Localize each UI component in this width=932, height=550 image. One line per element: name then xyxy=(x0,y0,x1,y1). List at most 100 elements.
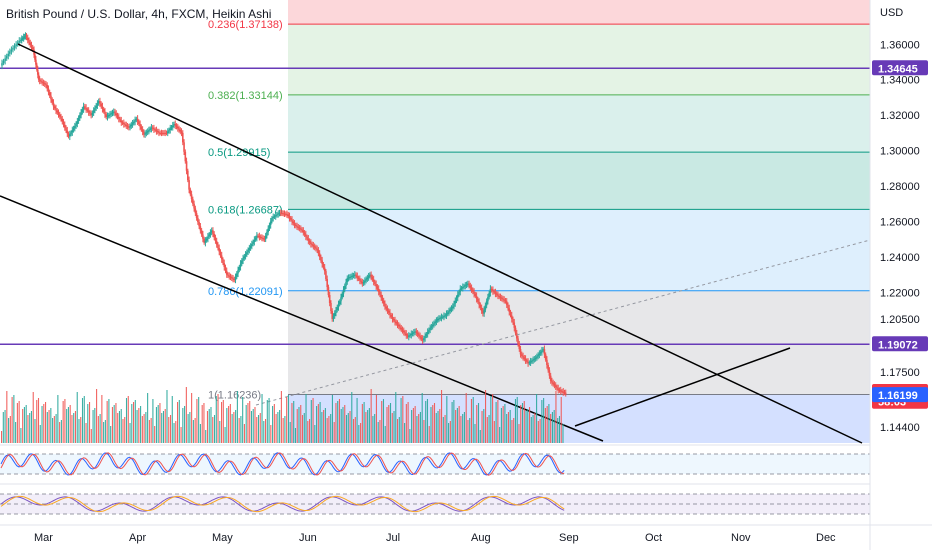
price-candle-body xyxy=(79,115,81,119)
price-candle-body xyxy=(279,212,282,214)
price-candle-body xyxy=(542,349,544,351)
volume-bar xyxy=(330,414,332,443)
volume-bar xyxy=(337,401,339,443)
volume-bar xyxy=(206,411,209,443)
price-candle-body xyxy=(549,375,552,381)
volume-bar xyxy=(432,405,434,443)
price-candle-body xyxy=(465,284,468,286)
volume-bar xyxy=(87,404,89,443)
price-candle-body xyxy=(419,335,421,338)
price-candle-body xyxy=(82,106,85,110)
price-candle-body xyxy=(528,362,531,364)
price-candle-body xyxy=(369,274,371,277)
volume-bar xyxy=(213,415,216,443)
price-candle-body xyxy=(477,298,479,302)
price-candle-body xyxy=(169,128,172,130)
price-candle-body xyxy=(53,106,56,109)
volume-bar xyxy=(182,408,184,443)
volume-bar xyxy=(382,399,385,443)
price-candle-body xyxy=(225,270,228,275)
price-candle-body xyxy=(24,35,27,37)
price-candle-body xyxy=(431,324,434,327)
price-candle-body xyxy=(95,105,97,109)
price-candle-body xyxy=(2,60,5,64)
price-candle-body xyxy=(467,283,469,285)
trendline-projection xyxy=(574,347,791,427)
volume-bar xyxy=(263,421,265,443)
price-candle-body xyxy=(92,110,95,113)
price-candle-body xyxy=(445,313,448,316)
price-candle-body xyxy=(76,121,79,125)
price-candle-body xyxy=(451,306,454,309)
volume-bar xyxy=(497,400,499,443)
volume-bar xyxy=(358,425,360,443)
price-candle-body xyxy=(138,121,140,125)
volume-bar xyxy=(441,390,443,443)
price-candle-body xyxy=(124,124,126,126)
price-candle-body xyxy=(46,85,48,89)
price-candle-body xyxy=(371,277,374,280)
price-candle-body xyxy=(374,281,376,285)
price-candle-body xyxy=(518,343,521,350)
price-candle-body xyxy=(559,390,562,392)
price-candle-body xyxy=(424,336,426,339)
price-candle-body xyxy=(409,334,411,336)
volume-bar xyxy=(155,407,157,443)
time-axis-tick: Jun xyxy=(299,532,317,544)
volume-bar xyxy=(254,407,256,443)
volume-bar xyxy=(113,405,115,443)
volume-bar xyxy=(365,412,367,443)
price-candle-body xyxy=(176,126,179,129)
volume-bar xyxy=(421,393,423,443)
price-candle-body xyxy=(533,358,536,360)
volume-bar xyxy=(536,394,538,443)
volume-bar xyxy=(261,394,263,443)
price-candle-body xyxy=(283,213,286,215)
price-candle-body xyxy=(286,214,288,216)
price-candle-body xyxy=(248,248,251,251)
price-candle-body xyxy=(197,217,199,223)
trendline-dashed xyxy=(255,239,871,406)
price-candle-body xyxy=(429,327,431,330)
volume-bar xyxy=(222,400,224,443)
volume-bar xyxy=(235,410,237,443)
price-candle-body xyxy=(495,293,498,295)
price-candle-body xyxy=(446,312,449,314)
price-candle-body xyxy=(483,309,485,314)
price-candle-body xyxy=(399,326,401,328)
volume-bar xyxy=(80,417,82,443)
price-candle-body xyxy=(312,245,315,247)
price-axis-tick: 1.36000 xyxy=(880,39,920,51)
volume-bar xyxy=(6,391,8,443)
volume-bar xyxy=(73,413,75,443)
price-candle-body xyxy=(237,270,239,274)
volume-bar xyxy=(400,398,402,443)
price-candle-body xyxy=(84,106,86,108)
volume-bar xyxy=(32,392,34,443)
volume-bar xyxy=(143,414,145,443)
price-candle-body xyxy=(133,121,135,124)
volume-bar xyxy=(419,412,421,443)
price-candle-body xyxy=(347,277,350,279)
volume-bar xyxy=(145,412,147,443)
price-candle-body xyxy=(460,287,463,289)
volume-bar xyxy=(521,403,524,443)
price-candle-body xyxy=(25,35,28,38)
price-candle-body xyxy=(74,126,76,129)
volume-bar xyxy=(331,395,333,443)
price-candle-body xyxy=(5,56,8,59)
volume-bar xyxy=(110,426,112,443)
price-candle-body xyxy=(522,355,524,358)
price-candle-body xyxy=(242,258,244,261)
price-candle-body xyxy=(300,228,302,230)
volume-bar xyxy=(20,428,22,443)
volume-bar xyxy=(316,406,318,443)
volume-bar xyxy=(120,409,122,443)
price-candle-body xyxy=(552,382,554,384)
price-candle-body xyxy=(293,223,296,226)
price-candle-body xyxy=(387,310,390,313)
price-candle-body xyxy=(235,273,238,277)
price-candle-body xyxy=(75,124,77,127)
volume-bar xyxy=(46,412,48,443)
